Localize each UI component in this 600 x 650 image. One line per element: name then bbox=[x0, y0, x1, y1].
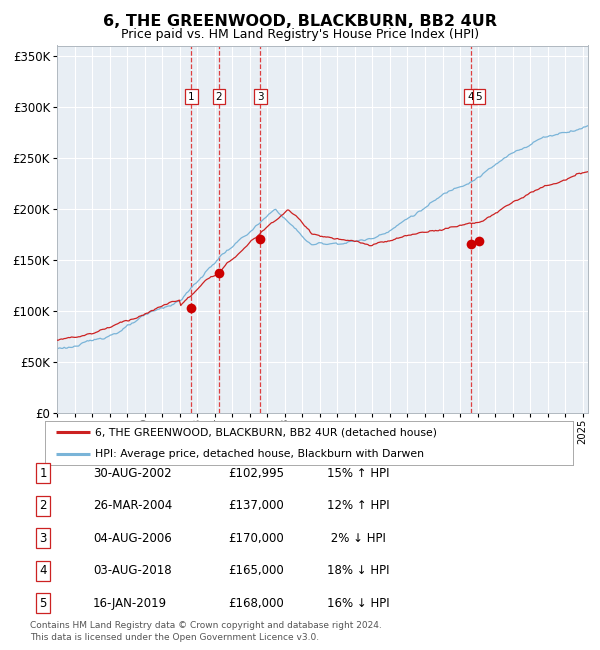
Text: 04-AUG-2006: 04-AUG-2006 bbox=[93, 532, 172, 545]
Text: 5: 5 bbox=[476, 92, 482, 101]
Text: 1: 1 bbox=[40, 467, 47, 480]
Text: 2: 2 bbox=[215, 92, 222, 101]
Text: 15% ↑ HPI: 15% ↑ HPI bbox=[327, 467, 389, 480]
Text: 2: 2 bbox=[40, 499, 47, 512]
Text: £102,995: £102,995 bbox=[228, 467, 284, 480]
Text: 2% ↓ HPI: 2% ↓ HPI bbox=[327, 532, 386, 545]
Text: 1: 1 bbox=[188, 92, 195, 101]
Text: 03-AUG-2018: 03-AUG-2018 bbox=[93, 564, 172, 577]
Text: £170,000: £170,000 bbox=[228, 532, 284, 545]
Text: Contains HM Land Registry data © Crown copyright and database right 2024.
This d: Contains HM Land Registry data © Crown c… bbox=[30, 621, 382, 642]
Text: 30-AUG-2002: 30-AUG-2002 bbox=[93, 467, 172, 480]
Text: 4: 4 bbox=[40, 564, 47, 577]
Text: £168,000: £168,000 bbox=[228, 597, 284, 610]
Text: Price paid vs. HM Land Registry's House Price Index (HPI): Price paid vs. HM Land Registry's House … bbox=[121, 28, 479, 41]
Text: 16-JAN-2019: 16-JAN-2019 bbox=[93, 597, 167, 610]
Text: 3: 3 bbox=[257, 92, 263, 101]
Text: 6, THE GREENWOOD, BLACKBURN, BB2 4UR (detached house): 6, THE GREENWOOD, BLACKBURN, BB2 4UR (de… bbox=[95, 427, 437, 437]
Text: 3: 3 bbox=[40, 532, 47, 545]
Text: 18% ↓ HPI: 18% ↓ HPI bbox=[327, 564, 389, 577]
Text: HPI: Average price, detached house, Blackburn with Darwen: HPI: Average price, detached house, Blac… bbox=[95, 449, 424, 459]
Text: 12% ↑ HPI: 12% ↑ HPI bbox=[327, 499, 389, 512]
Text: £137,000: £137,000 bbox=[228, 499, 284, 512]
Text: 26-MAR-2004: 26-MAR-2004 bbox=[93, 499, 172, 512]
Text: 4: 4 bbox=[467, 92, 474, 101]
Text: 16% ↓ HPI: 16% ↓ HPI bbox=[327, 597, 389, 610]
Text: 6, THE GREENWOOD, BLACKBURN, BB2 4UR: 6, THE GREENWOOD, BLACKBURN, BB2 4UR bbox=[103, 14, 497, 29]
Text: 5: 5 bbox=[40, 597, 47, 610]
Text: £165,000: £165,000 bbox=[228, 564, 284, 577]
